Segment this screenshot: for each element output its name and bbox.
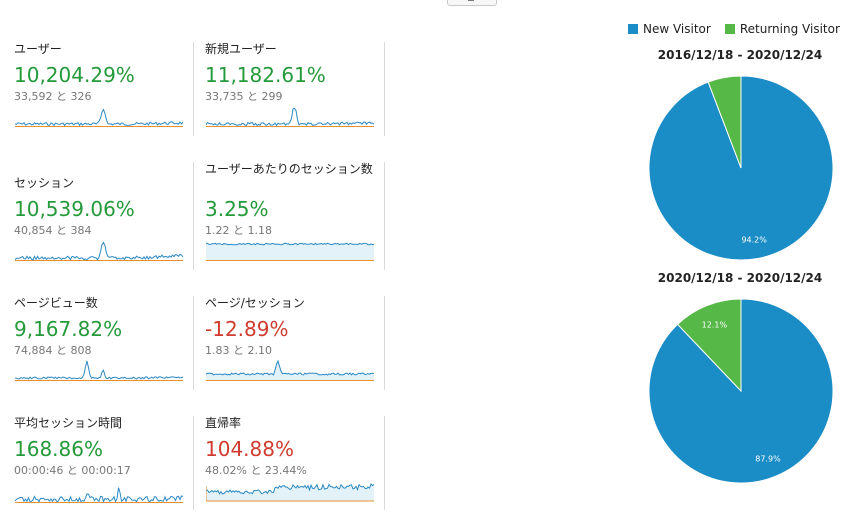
metric-sessions[interactable]: セッション 10,539.06% 40,854 と 384 [14,176,194,268]
metric-label: 平均セッション時間 [14,416,123,430]
sparkline [15,241,184,261]
sparkline [15,487,184,503]
divider [384,162,385,270]
divider [193,416,194,510]
legend-swatch [724,24,735,34]
legend-label: Returning Visitor [739,22,840,36]
sparkline-current-period [206,483,375,495]
sparkline [15,108,184,127]
metric-label: ページビュー数 [14,296,98,310]
sparkline-area [206,243,374,261]
metric-pageviews[interactable]: ページビュー数 9,167.82% 74,884 と 808 [14,296,194,388]
metric-change: 10,539.06% [14,197,135,221]
sparkline [206,242,375,261]
collapse-tab[interactable] [447,0,497,6]
sparkline-current-period [15,487,184,503]
pie-data-label: 12.1% [702,320,728,329]
metric-comparison: 33,592 と 326 [14,90,92,103]
sparkline [206,360,375,381]
sparkline-current-period [206,107,375,127]
pie-data-label: 87.9% [755,454,781,463]
metric-avg-session-duration[interactable]: 平均セッション時間 168.86% 00:00:46 と 00:00:17 [14,416,194,508]
metric-change: 104.88% [205,437,294,461]
metric-sessions-per-user[interactable]: ユーザーあたりのセッション数 3.25% 1.22 と 1.18 [205,162,385,261]
collapse-icon [468,0,474,1]
divider [384,42,385,136]
sparkline-current-period [206,360,375,376]
legend-label: New Visitor [643,22,711,36]
metric-label: 新規ユーザー [205,42,277,56]
sparkline-area [206,361,374,381]
metric-pages-per-session[interactable]: ページ/セッション -12.89% 1.83 と 2.10 [205,296,385,388]
metric-label: セッション [14,176,75,190]
metric-change: -12.89% [205,317,289,341]
sparkline-current-period [15,360,184,380]
legend-swatch [628,24,638,34]
sparkline-current-period [15,108,184,127]
pie-title: 2016/12/18 - 2020/12/24 [657,48,823,62]
sparkline [206,107,375,127]
divider [193,296,194,390]
pie-chart[interactable]: 94.2% [648,75,834,261]
metric-label: ユーザーあたりのセッション数 [205,162,373,176]
metric-label: ページ/セッション [205,296,305,310]
metric-change: 9,167.82% [14,317,123,341]
divider [193,162,194,270]
metric-label: ユーザー [14,42,62,56]
pie-legend: New Visitor Returning Visitor [628,22,849,36]
metric-comparison: 00:00:46 と 00:00:17 [14,464,131,477]
pie-slice-returning-visitor[interactable] [707,75,742,169]
legend-item-returning-visitor[interactable]: Returning Visitor [724,22,840,36]
metric-users[interactable]: ユーザー 10,204.29% 33,592 と 326 [14,42,194,134]
legend-item-new-visitor[interactable]: New Visitor [628,22,711,36]
sparkline-area [206,484,374,501]
metric-new-users[interactable]: 新規ユーザー 11,182.61% 33,735 と 299 [205,42,385,134]
pie-data-label: 94.2% [741,235,767,244]
metric-bounce-rate[interactable]: 直帰率 104.88% 48.02% と 23.44% [205,416,385,508]
metric-label: 直帰率 [205,416,242,430]
metric-change: 3.25% [205,197,269,221]
divider [384,416,385,510]
metric-change: 168.86% [14,437,103,461]
sparkline-previous-period [206,486,374,502]
metric-comparison: 33,735 と 299 [205,90,283,103]
metric-comparison: 48.02% と 23.44% [205,464,307,477]
metric-change: 10,204.29% [14,63,135,87]
sparkline [206,483,375,502]
sparkline [15,360,184,381]
metric-comparison: 40,854 と 384 [14,224,92,237]
sparkline-current-period [15,241,184,261]
pie-slice-returning-visitor[interactable] [676,298,742,393]
metric-change: 11,182.61% [205,63,326,87]
metric-comparison: 1.83 と 2.10 [205,344,272,357]
divider [384,296,385,390]
pie-chart[interactable]: 87.9% 12.1% [648,298,834,484]
divider [193,42,194,136]
sparkline-current-period [206,242,375,246]
pie-title: 2020/12/18 - 2020/12/24 [657,271,823,285]
metric-comparison: 1.22 と 1.18 [205,224,272,237]
metric-comparison: 74,884 と 808 [14,344,92,357]
